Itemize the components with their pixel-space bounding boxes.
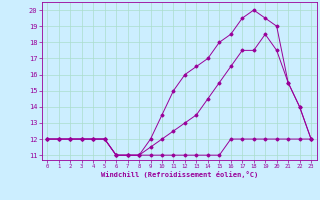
X-axis label: Windchill (Refroidissement éolien,°C): Windchill (Refroidissement éolien,°C) xyxy=(100,171,258,178)
